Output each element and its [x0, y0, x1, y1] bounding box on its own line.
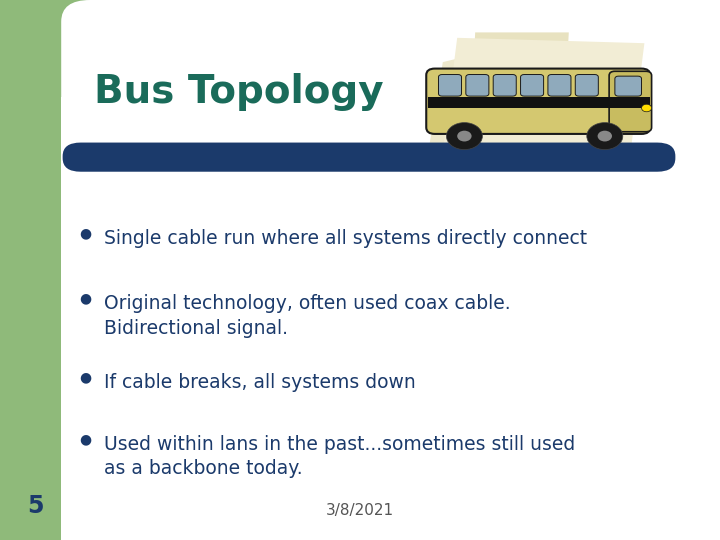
Text: ●: ● — [79, 227, 91, 241]
FancyBboxPatch shape — [438, 75, 462, 96]
Circle shape — [598, 131, 612, 141]
FancyBboxPatch shape — [0, 0, 61, 540]
Text: ●: ● — [79, 292, 91, 306]
Circle shape — [642, 104, 652, 112]
Text: Used within lans in the past...sometimes still used
as a backbone today.: Used within lans in the past...sometimes… — [104, 435, 576, 478]
FancyBboxPatch shape — [615, 76, 642, 96]
FancyBboxPatch shape — [493, 75, 516, 96]
FancyBboxPatch shape — [575, 75, 598, 96]
Text: ●: ● — [79, 370, 91, 384]
FancyBboxPatch shape — [521, 75, 544, 96]
Text: 3/8/2021: 3/8/2021 — [326, 503, 394, 518]
Text: Single cable run where all systems directly connect: Single cable run where all systems direc… — [104, 230, 588, 248]
Polygon shape — [428, 38, 544, 151]
Circle shape — [446, 123, 482, 150]
FancyBboxPatch shape — [61, 0, 720, 540]
Circle shape — [457, 131, 472, 141]
FancyBboxPatch shape — [61, 0, 220, 97]
FancyBboxPatch shape — [63, 143, 675, 172]
Bar — [428, 97, 650, 108]
FancyBboxPatch shape — [548, 75, 571, 96]
Text: 5: 5 — [27, 495, 44, 518]
Polygon shape — [482, 62, 630, 162]
FancyBboxPatch shape — [466, 75, 489, 96]
Circle shape — [587, 123, 623, 150]
FancyBboxPatch shape — [609, 71, 652, 132]
Polygon shape — [468, 32, 569, 162]
Text: ●: ● — [79, 432, 91, 446]
FancyBboxPatch shape — [426, 69, 650, 134]
Text: Original technology, often used coax cable.
Bidirectional signal.: Original technology, often used coax cab… — [104, 294, 511, 338]
Text: If cable breaks, all systems down: If cable breaks, all systems down — [104, 373, 416, 392]
Polygon shape — [443, 38, 644, 157]
Text: Bus Topology: Bus Topology — [94, 73, 383, 111]
